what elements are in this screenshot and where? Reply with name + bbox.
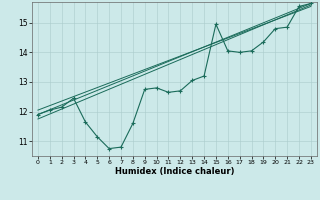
X-axis label: Humidex (Indice chaleur): Humidex (Indice chaleur) (115, 167, 234, 176)
